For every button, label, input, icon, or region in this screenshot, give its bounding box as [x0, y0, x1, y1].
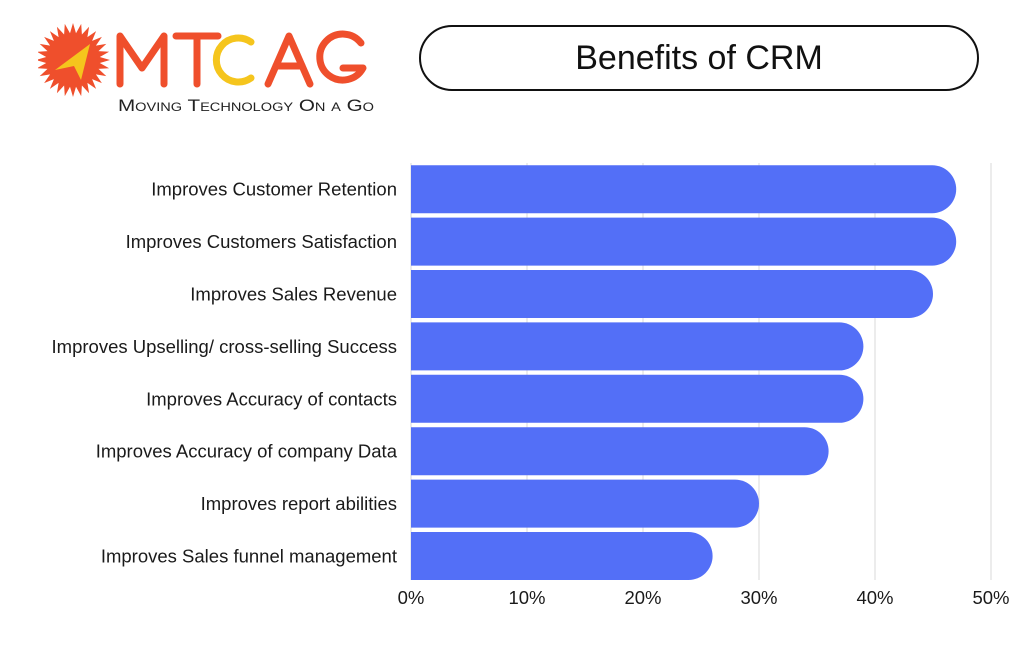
bar — [411, 165, 957, 214]
category-label: Improves Accuracy of contacts — [146, 388, 397, 409]
x-tick-label: 30% — [740, 587, 777, 608]
category-label: Improves Customer Retention — [151, 179, 397, 200]
x-tick-label: 40% — [856, 587, 893, 608]
bar — [411, 532, 713, 580]
sun-icon — [36, 23, 110, 97]
logo-wordmark — [116, 30, 367, 88]
bar — [411, 270, 933, 318]
category-labels: Improves Customer Retention Improves Cust… — [52, 179, 398, 567]
x-tick-label: 10% — [508, 587, 545, 608]
x-axis-ticks: 0% 10% 20% 30% 40% 50% — [398, 587, 1010, 608]
logo-tagline: Moving Technology On a Go — [118, 96, 374, 115]
bars — [411, 165, 957, 580]
category-label: Improves Customers Satisfaction — [126, 231, 397, 252]
bar — [411, 427, 829, 476]
category-label: Improves report abilities — [201, 493, 397, 514]
mtoag-logo: Moving Technology On a Go — [36, 22, 388, 122]
logo-graphic: Moving Technology On a Go — [36, 23, 374, 115]
x-tick-label: 20% — [624, 587, 661, 608]
bar — [411, 479, 759, 528]
x-tick-label: 50% — [972, 587, 1009, 608]
chart-title: Benefits of CRM — [575, 38, 823, 77]
title-box: Benefits of CRM — [419, 25, 979, 91]
category-label: Improves Accuracy of company Data — [96, 441, 398, 462]
category-label: Improves Sales Revenue — [190, 284, 397, 305]
x-tick-label: 0% — [398, 587, 425, 608]
category-label: Improves Upselling/ cross-selling Succes… — [52, 336, 397, 357]
bar — [411, 322, 864, 371]
bar — [411, 374, 864, 423]
bar — [411, 217, 957, 266]
category-label: Improves Sales funnel management — [101, 546, 397, 567]
